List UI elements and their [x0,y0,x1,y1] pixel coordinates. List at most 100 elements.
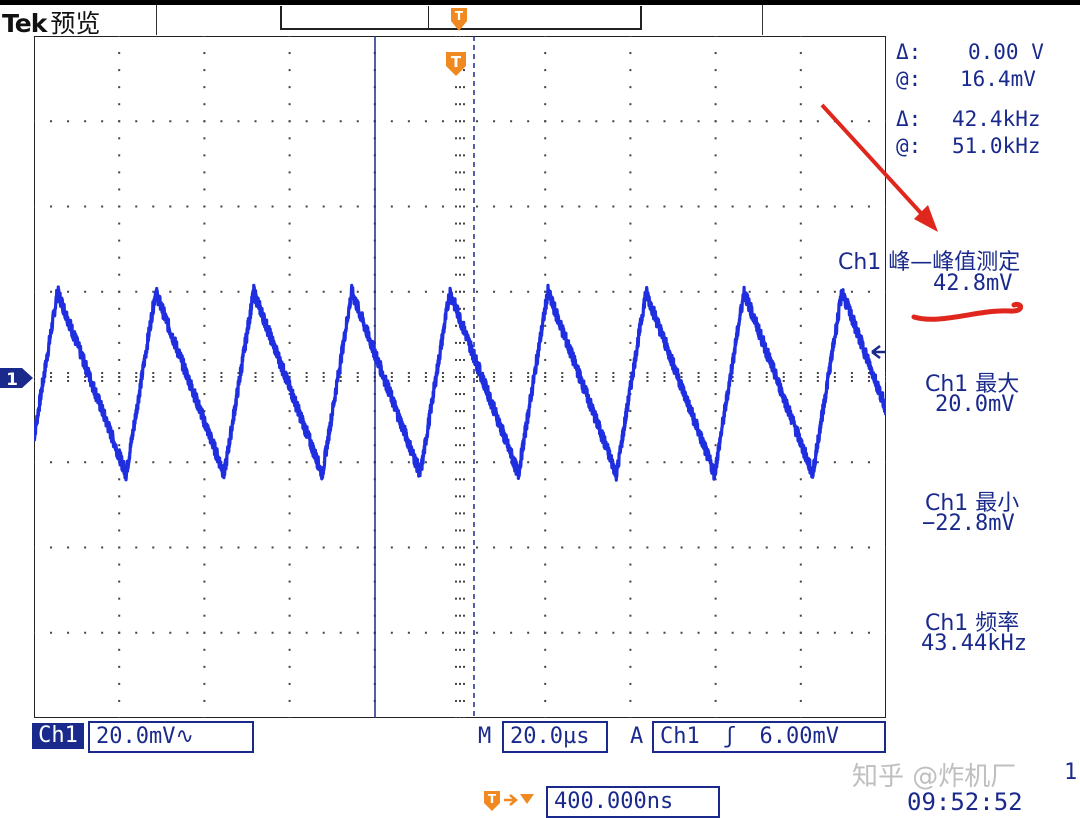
grid-dot [288,699,291,702]
grid-dot [629,103,632,106]
measurement-label-min: Ch1 最小 [925,491,1020,516]
grid-dot [288,478,291,481]
grid-dot [322,290,325,293]
grid-dot [782,290,785,293]
grid-dot [629,665,632,668]
cursor-delta-v-label: Δ: [896,40,922,64]
grid-dot [288,324,291,327]
grid-dot [561,631,564,634]
grid-dot [612,546,615,549]
grid-dot [459,376,461,378]
trigger-position-arrow-shaft [504,794,518,806]
grid-dot [544,239,547,242]
grid-dot [459,154,461,157]
grid-dot [463,188,465,191]
grid-dot [459,256,461,259]
grid-dot [697,546,700,549]
grid-dot [463,529,465,532]
grid-dot [714,563,717,566]
grid-dot [459,529,461,532]
grid-dot [203,290,206,293]
grid-dot [816,546,819,549]
grid-dot [118,171,121,174]
grid-dot [271,290,274,293]
grid-dot [799,461,802,464]
grid-dot [527,290,530,293]
grid-dot [455,290,457,293]
grid-dot [288,86,291,89]
grid-dot [646,205,649,208]
grid-dot [459,188,461,191]
grid-dot [390,205,393,208]
grid-dot [885,380,886,382]
grid-dot [152,372,155,374]
grid-dot [680,376,683,378]
grid-dot [561,372,564,374]
grid-dot [697,631,700,634]
grid-dot [169,120,172,123]
grid-dot [203,380,206,382]
grid-dot [629,358,632,361]
grid-dot [288,205,291,208]
grid-dot [67,631,70,634]
grid-dot [455,717,457,718]
grid-dot [544,358,547,361]
grid-dot [799,324,802,327]
grid-dot [152,546,155,549]
grid-dot [203,52,206,55]
grid-dot [765,290,768,293]
grid-dot [424,205,427,208]
grid-dot [629,444,632,447]
grid-dot [463,699,465,702]
grid-dot [455,154,457,157]
grid-dot [463,597,465,600]
grid-dot [186,205,189,208]
grid-dot [455,597,457,600]
grid-dot [203,699,206,702]
grid-dot [748,290,751,293]
grid-dot [765,380,768,382]
grid-dot [463,239,465,242]
grid-dot [356,546,359,549]
grid-dot [186,461,189,464]
grid-dot [424,546,427,549]
grid-dot [476,376,479,378]
grid-dot [407,380,410,382]
grid-dot [118,546,121,549]
grid-dot [237,546,240,549]
ch1-ground-marker: 1 [0,368,33,390]
grid-dot [510,205,513,208]
grid-dot [390,380,393,382]
grid-dot [629,205,632,208]
grid-dot [714,427,717,430]
grid-dot [476,461,479,464]
grid-dot [390,631,393,634]
grid-dot [714,372,717,374]
grid-dot [463,461,465,464]
grid-dot [455,324,457,327]
grid-dot [220,372,223,374]
grid-dot [288,631,291,634]
trigger-position-arrow-icon: T [484,791,534,811]
watermark-text: 知乎 @炸机厂 [852,762,1017,792]
grid-dot [731,290,734,293]
grid-dot [203,103,206,106]
grid-dot [424,631,427,634]
grid-dot [118,239,121,242]
grid-dot [697,461,700,464]
grid-dot [322,376,325,378]
grid-dot [476,290,479,293]
grid-dot [629,512,632,515]
grid-dot [356,205,359,208]
grid-dot [748,205,751,208]
grid-dot [455,171,457,174]
grid-dot [441,372,444,374]
grid-dot [544,205,547,208]
grid-dot [476,631,479,634]
grid-dot [459,137,461,140]
grid-dot [595,376,598,378]
record-window-bracket [280,6,642,30]
grid-dot [203,512,206,515]
grid-dot [220,631,223,634]
grid-dot [203,307,206,310]
